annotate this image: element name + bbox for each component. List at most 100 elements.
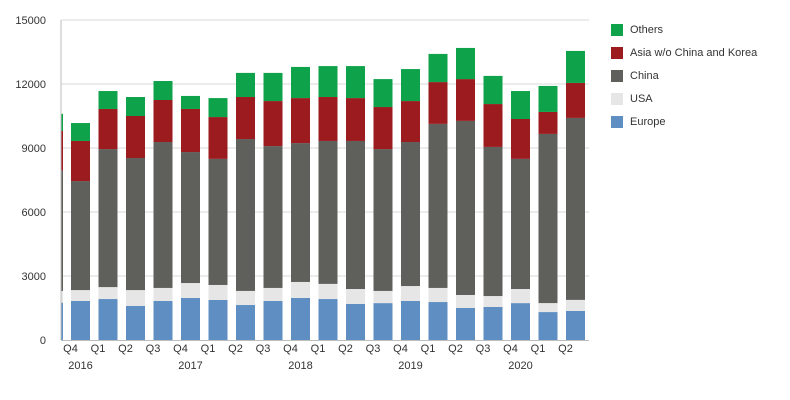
bar-segment-china	[401, 142, 420, 287]
legend: Others Asia w/o China and Korea China US…	[611, 18, 786, 133]
y-tick-label: 9000	[22, 143, 46, 155]
bar-stack	[291, 66, 310, 340]
bar-stack	[566, 50, 585, 340]
bar-segment-china	[346, 140, 365, 290]
x-tick-label: Q1	[531, 343, 546, 355]
bar-stack	[98, 91, 118, 340]
x-tick-label: Q3	[256, 343, 271, 355]
year-label: 2016	[68, 360, 92, 372]
bar-segment-others	[538, 85, 558, 112]
y-tick-label: 6000	[22, 207, 46, 219]
year-label: 2018	[288, 360, 312, 372]
bar-segment-asia-w-o-china-and-korea	[428, 82, 448, 124]
year-label: 2019	[398, 360, 422, 372]
clipped-bar-segment	[61, 290, 63, 303]
x-tick-label: Q2	[118, 343, 133, 355]
bar-segment-europe	[208, 299, 228, 340]
bar-stack	[511, 91, 530, 340]
legend-item-usa[interactable]: USA	[611, 87, 786, 110]
bar-segment-usa	[126, 290, 145, 306]
bar-segment-europe	[181, 297, 200, 340]
bar-segment-asia-w-o-china-and-korea	[566, 82, 585, 118]
bar-segment-europe	[401, 300, 420, 340]
x-tick-label: Q1	[91, 343, 106, 355]
bar-segment-china	[126, 158, 145, 291]
bar-stack	[71, 123, 90, 340]
bar-segment-europe	[236, 305, 255, 340]
bar-segment-europe	[538, 312, 558, 340]
bar-segment-china	[71, 181, 90, 291]
bar-segment-europe	[511, 303, 530, 340]
bar-segment-asia-w-o-china-and-korea	[263, 101, 283, 147]
bar-segment-europe	[373, 303, 393, 340]
bar-segment-china	[566, 117, 585, 300]
bar-segment-china	[291, 143, 310, 282]
bar-segment-others	[208, 98, 228, 118]
bar-segment-asia-w-o-china-and-korea	[71, 140, 90, 182]
legend-item-europe[interactable]: Europe	[611, 110, 786, 133]
bar-segment-asia-w-o-china-and-korea	[318, 97, 338, 141]
bar-segment-usa	[428, 287, 448, 303]
bar-segment-others	[401, 69, 420, 102]
y-tick-label: 3000	[22, 271, 46, 283]
x-tick-label: Q2	[558, 343, 573, 355]
bar-segment-europe	[71, 300, 90, 340]
bar-segment-europe	[318, 299, 338, 340]
legend-label: USA	[630, 92, 653, 105]
legend-label: Others	[630, 23, 664, 36]
bar-segment-europe	[346, 303, 365, 340]
bar-segment-usa	[98, 287, 118, 300]
x-tick-label: Q1	[201, 343, 216, 355]
legend-item-others[interactable]: Others	[611, 18, 786, 41]
bar-segment-others	[456, 47, 475, 80]
bar-segment-asia-w-o-china-and-korea	[98, 108, 118, 150]
x-tick-label: Q2	[228, 343, 243, 355]
bar-segment-others	[346, 66, 365, 99]
x-tick-label: Q4	[173, 343, 188, 355]
bar-segment-europe	[483, 306, 503, 340]
y-tick-label: 12000	[15, 79, 46, 91]
bar-segment-others	[236, 72, 255, 98]
bar-stack	[428, 53, 448, 340]
legend-swatch-usa	[611, 92, 623, 105]
legend-swatch-others	[611, 23, 623, 36]
bar-segment-others	[126, 97, 145, 116]
legend-swatch-asia	[611, 46, 623, 59]
bar-segment-usa	[538, 303, 558, 313]
clipped-bar-segment	[61, 113, 63, 131]
bar-segment-usa	[153, 287, 173, 301]
bar-segment-usa	[263, 287, 283, 301]
bar-segment-usa	[318, 283, 338, 300]
x-tick-label: Q1	[311, 343, 326, 355]
bar-segment-europe	[263, 300, 283, 340]
legend-item-asia[interactable]: Asia w/o China and Korea	[611, 41, 786, 64]
bar-segment-others	[291, 66, 310, 99]
bar-segment-china	[428, 123, 448, 288]
bar-segment-others	[511, 91, 530, 119]
bar-segment-others	[428, 53, 448, 83]
legend-item-china[interactable]: China	[611, 64, 786, 87]
bar-segment-europe	[98, 299, 118, 340]
y-tick-label: 15000	[15, 15, 46, 27]
x-tick-label: Q3	[366, 343, 381, 355]
x-tick-label: Q4	[63, 343, 78, 355]
clipped-bar	[61, 113, 63, 340]
x-axis-ticks: Q4 Q1 Q2 Q3 Q4 Q1 Q2 Q3 Q4 Q1 Q2 Q3 Q4 Q1 Q2 Q3 Q4 Q1 Q2	[63, 343, 573, 355]
bar-segment-others	[153, 81, 173, 100]
bar-segment-china	[98, 149, 118, 288]
bar-segment-others	[373, 79, 393, 108]
legend-swatch-china	[611, 69, 623, 82]
bar-segment-europe	[291, 297, 310, 340]
bar-segment-china	[153, 142, 173, 288]
bar-segment-others	[181, 95, 200, 109]
bar-segment-asia-w-o-china-and-korea	[483, 104, 503, 147]
legend-label: Asia w/o China and Korea	[630, 46, 758, 59]
legend-swatch-europe	[611, 115, 623, 128]
x-tick-label: Q3	[146, 343, 161, 355]
bar-segment-asia-w-o-china-and-korea	[456, 79, 475, 121]
bar-segment-asia-w-o-china-and-korea	[346, 98, 365, 141]
clipped-bar-segment	[61, 170, 63, 291]
bar-segment-asia-w-o-china-and-korea	[538, 111, 558, 134]
bar-segment-china	[181, 152, 200, 284]
